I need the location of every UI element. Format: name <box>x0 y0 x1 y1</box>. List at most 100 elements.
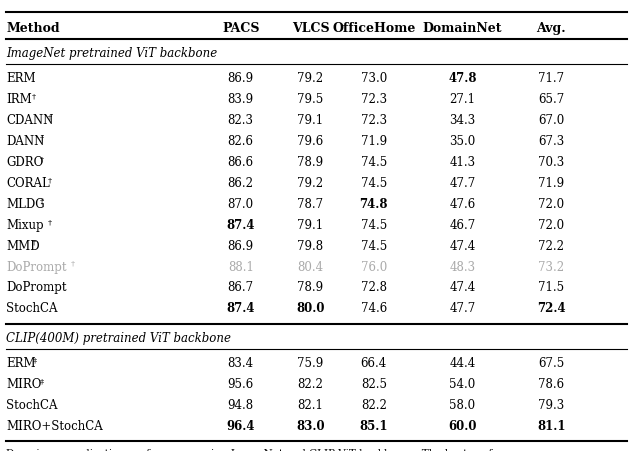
Text: †: † <box>40 134 44 143</box>
Text: 83.4: 83.4 <box>228 357 254 370</box>
Text: 46.7: 46.7 <box>449 219 476 232</box>
Text: ERM: ERM <box>6 357 36 370</box>
Text: 94.8: 94.8 <box>228 399 254 412</box>
Text: ‡: ‡ <box>32 356 36 364</box>
Text: ERM: ERM <box>6 72 36 85</box>
Text: DoPrompt: DoPrompt <box>6 281 67 295</box>
Text: 79.1: 79.1 <box>298 219 323 232</box>
Text: †: † <box>70 260 74 268</box>
Text: †: † <box>47 218 52 226</box>
Text: MMD: MMD <box>6 239 40 253</box>
Text: MIRO+StochCA: MIRO+StochCA <box>6 419 103 433</box>
Text: 79.2: 79.2 <box>298 72 323 85</box>
Text: 35.0: 35.0 <box>449 135 476 148</box>
Text: 87.4: 87.4 <box>227 219 255 232</box>
Text: 41.3: 41.3 <box>449 156 476 169</box>
Text: 73.2: 73.2 <box>538 261 564 273</box>
Text: 72.3: 72.3 <box>361 93 387 106</box>
Text: 72.8: 72.8 <box>361 281 387 295</box>
Text: 71.9: 71.9 <box>361 135 387 148</box>
Text: MIRO: MIRO <box>6 378 42 391</box>
Text: Method: Method <box>6 22 60 35</box>
Text: 80.4: 80.4 <box>298 261 323 273</box>
Text: 76.0: 76.0 <box>361 261 387 273</box>
Text: DANN: DANN <box>6 135 45 148</box>
Text: 75.9: 75.9 <box>298 357 324 370</box>
Text: 78.7: 78.7 <box>298 198 323 211</box>
Text: 86.9: 86.9 <box>228 72 254 85</box>
Text: 47.7: 47.7 <box>449 177 476 190</box>
Text: 82.2: 82.2 <box>361 399 387 412</box>
Text: 78.9: 78.9 <box>298 281 323 295</box>
Text: 67.3: 67.3 <box>538 135 564 148</box>
Text: 83.9: 83.9 <box>228 93 254 106</box>
Text: 79.1: 79.1 <box>298 114 323 127</box>
Text: †: † <box>40 197 44 205</box>
Text: ‡: ‡ <box>40 377 44 385</box>
Text: †: † <box>40 155 44 163</box>
Text: 71.7: 71.7 <box>538 72 564 85</box>
Text: 82.5: 82.5 <box>361 378 387 391</box>
Text: 74.5: 74.5 <box>361 177 387 190</box>
Text: 79.6: 79.6 <box>298 135 324 148</box>
Text: Domain generalization performance using ImageNet and CLIP ViT backbones. The bes: Domain generalization performance using … <box>6 449 504 451</box>
Text: †: † <box>47 176 52 184</box>
Text: 66.4: 66.4 <box>361 357 387 370</box>
Text: 74.8: 74.8 <box>360 198 388 211</box>
Text: 70.3: 70.3 <box>538 156 564 169</box>
Text: 73.0: 73.0 <box>361 72 387 85</box>
Text: Mixup: Mixup <box>6 219 44 232</box>
Text: 87.4: 87.4 <box>227 303 255 315</box>
Text: CORAL: CORAL <box>6 177 50 190</box>
Text: 80.0: 80.0 <box>296 303 324 315</box>
Text: DoPrompt: DoPrompt <box>6 261 67 273</box>
Text: 44.4: 44.4 <box>449 357 476 370</box>
Text: 65.7: 65.7 <box>538 93 564 106</box>
Text: 47.4: 47.4 <box>449 281 476 295</box>
Text: 47.4: 47.4 <box>449 239 476 253</box>
Text: 47.6: 47.6 <box>449 198 476 211</box>
Text: 72.3: 72.3 <box>361 114 387 127</box>
Text: VLCS: VLCS <box>292 22 329 35</box>
Text: PACS: PACS <box>222 22 259 35</box>
Text: 79.2: 79.2 <box>298 177 323 190</box>
Text: 82.6: 82.6 <box>228 135 253 148</box>
Text: GDRO: GDRO <box>6 156 44 169</box>
Text: 82.3: 82.3 <box>228 114 253 127</box>
Text: 86.2: 86.2 <box>228 177 253 190</box>
Text: StochCA: StochCA <box>6 303 58 315</box>
Text: 81.1: 81.1 <box>537 419 565 433</box>
Text: 54.0: 54.0 <box>449 378 476 391</box>
Text: †: † <box>32 92 36 101</box>
Text: 82.1: 82.1 <box>298 399 323 412</box>
Text: 67.5: 67.5 <box>538 357 564 370</box>
Text: 86.9: 86.9 <box>228 239 254 253</box>
Text: OfficeHome: OfficeHome <box>332 22 415 35</box>
Text: 95.6: 95.6 <box>228 378 254 391</box>
Text: 71.9: 71.9 <box>538 177 564 190</box>
Text: 86.7: 86.7 <box>228 281 254 295</box>
Text: 58.0: 58.0 <box>449 399 476 412</box>
Text: 78.9: 78.9 <box>298 156 323 169</box>
Text: 79.3: 79.3 <box>538 399 564 412</box>
Text: ImageNet pretrained ViT backbone: ImageNet pretrained ViT backbone <box>6 47 218 60</box>
Text: 48.3: 48.3 <box>449 261 476 273</box>
Text: MLDG: MLDG <box>6 198 45 211</box>
Text: †: † <box>47 113 52 121</box>
Text: StochCA: StochCA <box>6 399 58 412</box>
Text: †: † <box>32 239 36 247</box>
Text: 83.0: 83.0 <box>296 419 324 433</box>
Text: 74.5: 74.5 <box>361 156 387 169</box>
Text: 71.5: 71.5 <box>538 281 564 295</box>
Text: Avg.: Avg. <box>536 22 566 35</box>
Text: 74.6: 74.6 <box>361 303 387 315</box>
Text: 72.2: 72.2 <box>538 239 564 253</box>
Text: 82.2: 82.2 <box>298 378 323 391</box>
Text: 87.0: 87.0 <box>228 198 254 211</box>
Text: 74.5: 74.5 <box>361 239 387 253</box>
Text: 72.4: 72.4 <box>537 303 566 315</box>
Text: CDANN: CDANN <box>6 114 54 127</box>
Text: 47.7: 47.7 <box>449 303 476 315</box>
Text: IRM: IRM <box>6 93 32 106</box>
Text: 78.6: 78.6 <box>538 378 564 391</box>
